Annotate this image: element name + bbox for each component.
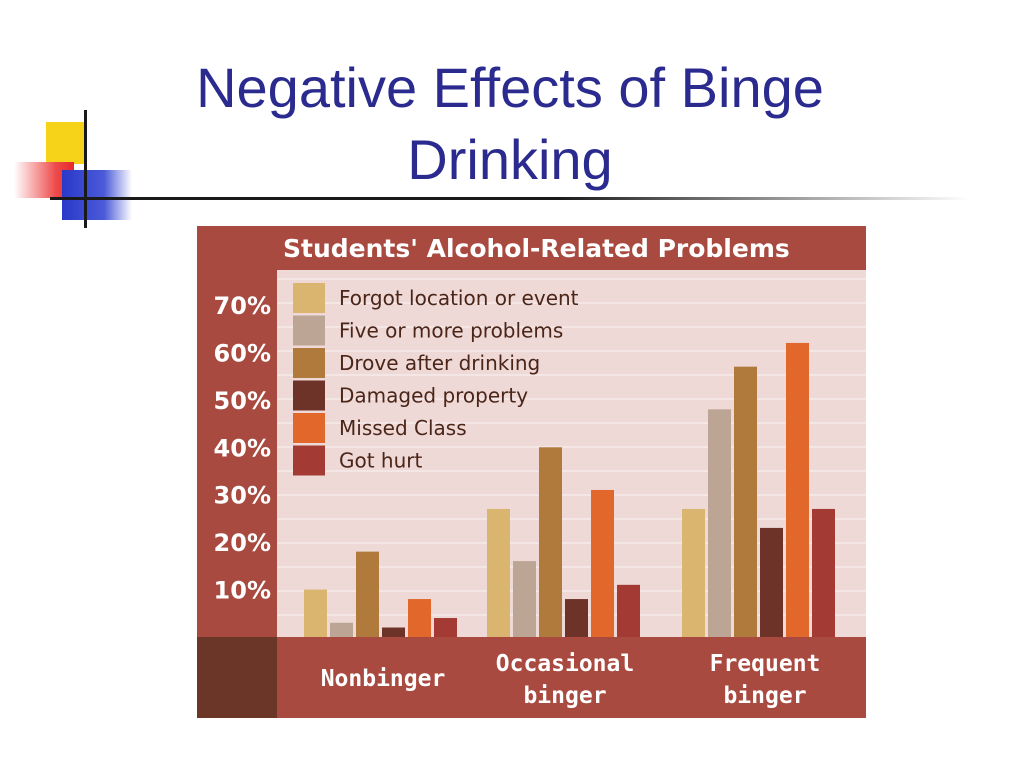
bar-five-or-more-problems-1 [513, 561, 536, 637]
bar-damaged-property-2 [760, 527, 783, 637]
grid-stripe [277, 350, 866, 352]
y-tick-label: 70% [214, 292, 271, 320]
grid-stripe [277, 518, 866, 520]
bar-damaged-property-0 [382, 627, 405, 637]
chart: Students' Alcohol-Related Problems 10% 20%… [197, 226, 866, 718]
bar-damaged-property-1 [565, 599, 588, 637]
bar-forgot-location-or-event-2 [682, 508, 705, 637]
bar-drove-after-drinking-0 [356, 551, 379, 637]
legend-swatch [293, 283, 325, 313]
bar-missed-class-2 [786, 342, 809, 637]
grid-stripe [277, 470, 866, 472]
corner-block [197, 637, 277, 718]
grid-stripe [277, 374, 866, 376]
bar-five-or-more-problems-0 [330, 622, 353, 637]
category-label: binger [523, 683, 606, 709]
bar-got-hurt-1 [617, 584, 640, 637]
y-tick-label: 10% [214, 577, 271, 605]
grid-stripe [277, 494, 866, 496]
y-tick-label: 50% [214, 387, 271, 415]
chart-header [197, 226, 866, 270]
grid-stripe [277, 422, 866, 424]
legend-label: Five or more problems [339, 319, 563, 343]
bar-forgot-location-or-event-1 [487, 508, 510, 637]
y-axis-band [197, 270, 277, 637]
grid-stripe [277, 542, 866, 544]
legend-label: Missed Class [339, 416, 467, 440]
blue-square-decoration [62, 170, 132, 220]
legend-label: Drove after drinking [339, 351, 540, 375]
grid-stripe [277, 446, 866, 448]
grid-stripe [277, 566, 866, 568]
grid-stripe [277, 590, 866, 592]
bar-got-hurt-0 [434, 618, 457, 637]
vertical-rule [84, 110, 87, 228]
legend-swatch [293, 348, 325, 378]
bar-forgot-location-or-event-0 [304, 589, 327, 637]
bar-missed-class-0 [408, 599, 431, 637]
title-underline [50, 197, 970, 200]
category-label: binger [723, 683, 806, 709]
y-tick-label: 60% [214, 339, 271, 367]
legend-swatch [293, 380, 325, 411]
legend-label: Forgot location or event [339, 286, 579, 310]
bar-five-or-more-problems-2 [708, 409, 731, 637]
y-tick-label: 40% [214, 434, 271, 462]
category-label: Nonbinger [321, 666, 446, 692]
grid-stripe [277, 326, 866, 328]
bar-missed-class-1 [591, 489, 614, 637]
legend-swatch [293, 315, 325, 346]
slide-title: Negative Effects of Binge Drinking [196, 56, 824, 191]
grid-stripe [277, 302, 866, 304]
x-axis-band [277, 637, 866, 718]
category-label: Occasional [496, 651, 634, 677]
legend-label: Got hurt [339, 449, 423, 473]
bar-drove-after-drinking-1 [539, 447, 562, 637]
chart-title: Students' Alcohol-Related Problems [283, 234, 790, 263]
yellow-square-decoration [46, 122, 84, 164]
legend-swatch [293, 445, 325, 476]
bar-got-hurt-2 [812, 508, 835, 637]
grid-stripe [277, 278, 866, 280]
bar-drove-after-drinking-2 [734, 366, 757, 637]
grid-stripe [277, 398, 866, 400]
y-tick-label: 30% [214, 482, 271, 510]
legend-label: Damaged property [339, 384, 528, 408]
legend-swatch [293, 413, 325, 443]
category-label: Frequent [710, 651, 821, 677]
y-tick-label: 20% [214, 529, 271, 557]
